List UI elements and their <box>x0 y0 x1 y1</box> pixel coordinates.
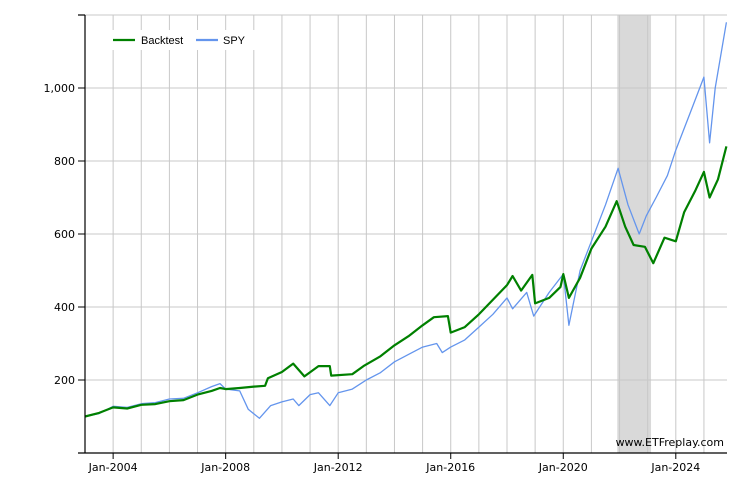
y-tick-label: 1,000 <box>44 82 76 95</box>
axes: 200 400 600 800 1,000 Jan-2004 Jan-2008 Jan-201… <box>44 14 727 474</box>
gridlines <box>85 14 727 453</box>
x-tick-label: Jan-2020 <box>538 461 588 474</box>
series-lines <box>84 22 728 419</box>
legend-label-backtest: Backtest <box>141 35 183 47</box>
y-tick-label: 600 <box>54 228 75 241</box>
x-tick-label: Jan-2012 <box>313 461 363 474</box>
legend-label-spy: SPY <box>223 35 246 47</box>
x-tick-label: Jan-2024 <box>650 461 700 474</box>
series-line-spy <box>84 22 728 419</box>
y-tick-label: 200 <box>54 374 75 387</box>
x-tick-label: Jan-2008 <box>200 461 250 474</box>
watermark: www.ETFreplay.com <box>616 436 724 449</box>
x-tick-label: Jan-2016 <box>425 461 475 474</box>
legend-background <box>108 30 258 50</box>
series-line-backtest <box>84 146 728 418</box>
x-tick-label: Jan-2004 <box>88 461 138 474</box>
y-tick-label: 800 <box>54 155 75 168</box>
legend: Backtest SPY <box>108 30 258 50</box>
y-tick-label: 400 <box>54 301 75 314</box>
